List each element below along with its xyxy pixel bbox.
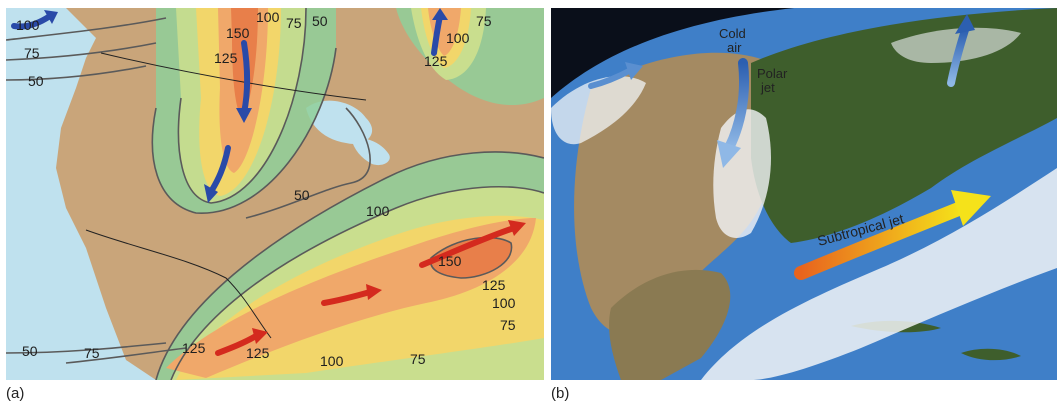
isotach-label: 75 <box>410 351 426 367</box>
polar-jet-arrowhead <box>236 108 252 123</box>
isotach-label: 125 <box>482 277 506 293</box>
band-150-south <box>430 237 512 278</box>
polar-jet-arrow <box>241 40 250 116</box>
isotach-label: 125 <box>214 50 238 66</box>
isotach-map-panel: 100 75 50 150 125 100 75 50 75 100 125 5… <box>6 8 544 380</box>
polar-jet-label: Polar jet <box>757 66 791 95</box>
cold-air-label: Cold air <box>719 26 749 55</box>
polar-jet-label-line2: jet <box>760 80 775 95</box>
isotach-label: 100 <box>256 9 280 25</box>
subtropical-jet-arrowhead <box>508 220 526 236</box>
isotach-label: 150 <box>438 253 462 269</box>
isotach-label: 150 <box>226 25 250 41</box>
polar-jet-arrow <box>724 58 750 153</box>
isotach-labels: 100 75 50 150 125 100 75 50 75 100 125 5… <box>16 9 516 369</box>
land-mexico <box>609 269 731 380</box>
isotach-label: 125 <box>246 345 270 361</box>
isotach-label: 125 <box>182 340 206 356</box>
northeast-jet-arrowhead <box>955 14 975 34</box>
isotach-label: 100 <box>366 203 390 219</box>
land-east <box>751 8 1057 243</box>
us-canada-border <box>100 52 367 101</box>
subtropical-jet-arrows <box>215 220 526 356</box>
west-jet-arrowhead <box>625 62 643 80</box>
satellite-panel: Cold air Polar jet Subtropical jet <box>551 8 1057 380</box>
isotach-label: 100 <box>16 17 40 33</box>
isotach-line <box>6 17 167 41</box>
isotach-line <box>151 47 337 214</box>
isotach-line <box>177 8 307 204</box>
cold-air-label-line1: Cold <box>719 26 746 41</box>
subtropical-jet-arrowhead <box>951 190 991 226</box>
isotach-label: 75 <box>84 345 100 361</box>
us-mexico-border <box>85 229 272 339</box>
polar-jet-arrowhead <box>432 8 448 20</box>
west-jet-arrow <box>588 67 634 89</box>
isotach-line <box>65 347 187 364</box>
polar-jet-arrow <box>11 13 53 30</box>
isotach-lines <box>6 8 544 380</box>
polar-jet-arrowhead <box>204 184 218 203</box>
borders <box>85 52 367 339</box>
polar-jet-arrows <box>11 8 448 203</box>
subtropical-jet-arrowhead <box>252 328 268 344</box>
isotach-map: 100 75 50 150 125 100 75 50 75 100 125 5… <box>6 8 544 380</box>
isotach-line <box>170 185 544 380</box>
cloud-band <box>891 27 1021 63</box>
isotach-label: 100 <box>320 353 344 369</box>
subtropical-jet-arrowhead <box>366 284 382 300</box>
isotach-line <box>6 65 147 81</box>
subtropical-jet-arrow <box>794 201 968 280</box>
isotach-label: 100 <box>446 30 470 46</box>
isotach-label: 75 <box>500 317 516 333</box>
northeast-jet-arrow <box>947 26 969 87</box>
polar-jet-label-line1: Polar <box>757 66 788 81</box>
isotach-label: 50 <box>28 73 44 89</box>
polar-jet-arrowhead <box>44 10 58 24</box>
subtropical-jet-arrow <box>215 333 259 356</box>
hudson-bay <box>306 100 373 144</box>
isotach-line <box>245 107 371 219</box>
isotach-line <box>6 342 167 354</box>
great-lakes <box>351 137 390 166</box>
cloud-band <box>701 168 1057 380</box>
caption-b: (b) <box>551 385 570 402</box>
isotach-label: 50 <box>294 187 310 203</box>
isotach-line <box>429 236 513 279</box>
subtropical-jet-arrow <box>419 225 517 268</box>
isotach-label: 50 <box>312 13 328 29</box>
polar-jet-arrowhead <box>717 140 741 168</box>
caption-a: (a) <box>6 385 25 402</box>
isotach-line <box>6 42 157 61</box>
isotach-label: 125 <box>424 53 448 69</box>
isotach-label: 50 <box>22 343 38 359</box>
isotach-label: 75 <box>24 45 40 61</box>
satellite-image: Cold air Polar jet Subtropical jet <box>551 8 1057 380</box>
isotach-label: 75 <box>286 15 302 31</box>
subtropical-jet-arrow <box>321 289 373 306</box>
cloud-band <box>551 76 646 145</box>
cold-air-label-line2: air <box>727 40 742 55</box>
isotach-label: 100 <box>492 295 516 311</box>
isotach-label: 75 <box>476 13 492 29</box>
polar-jet-arrow <box>209 145 231 193</box>
isotach-line <box>155 151 544 380</box>
